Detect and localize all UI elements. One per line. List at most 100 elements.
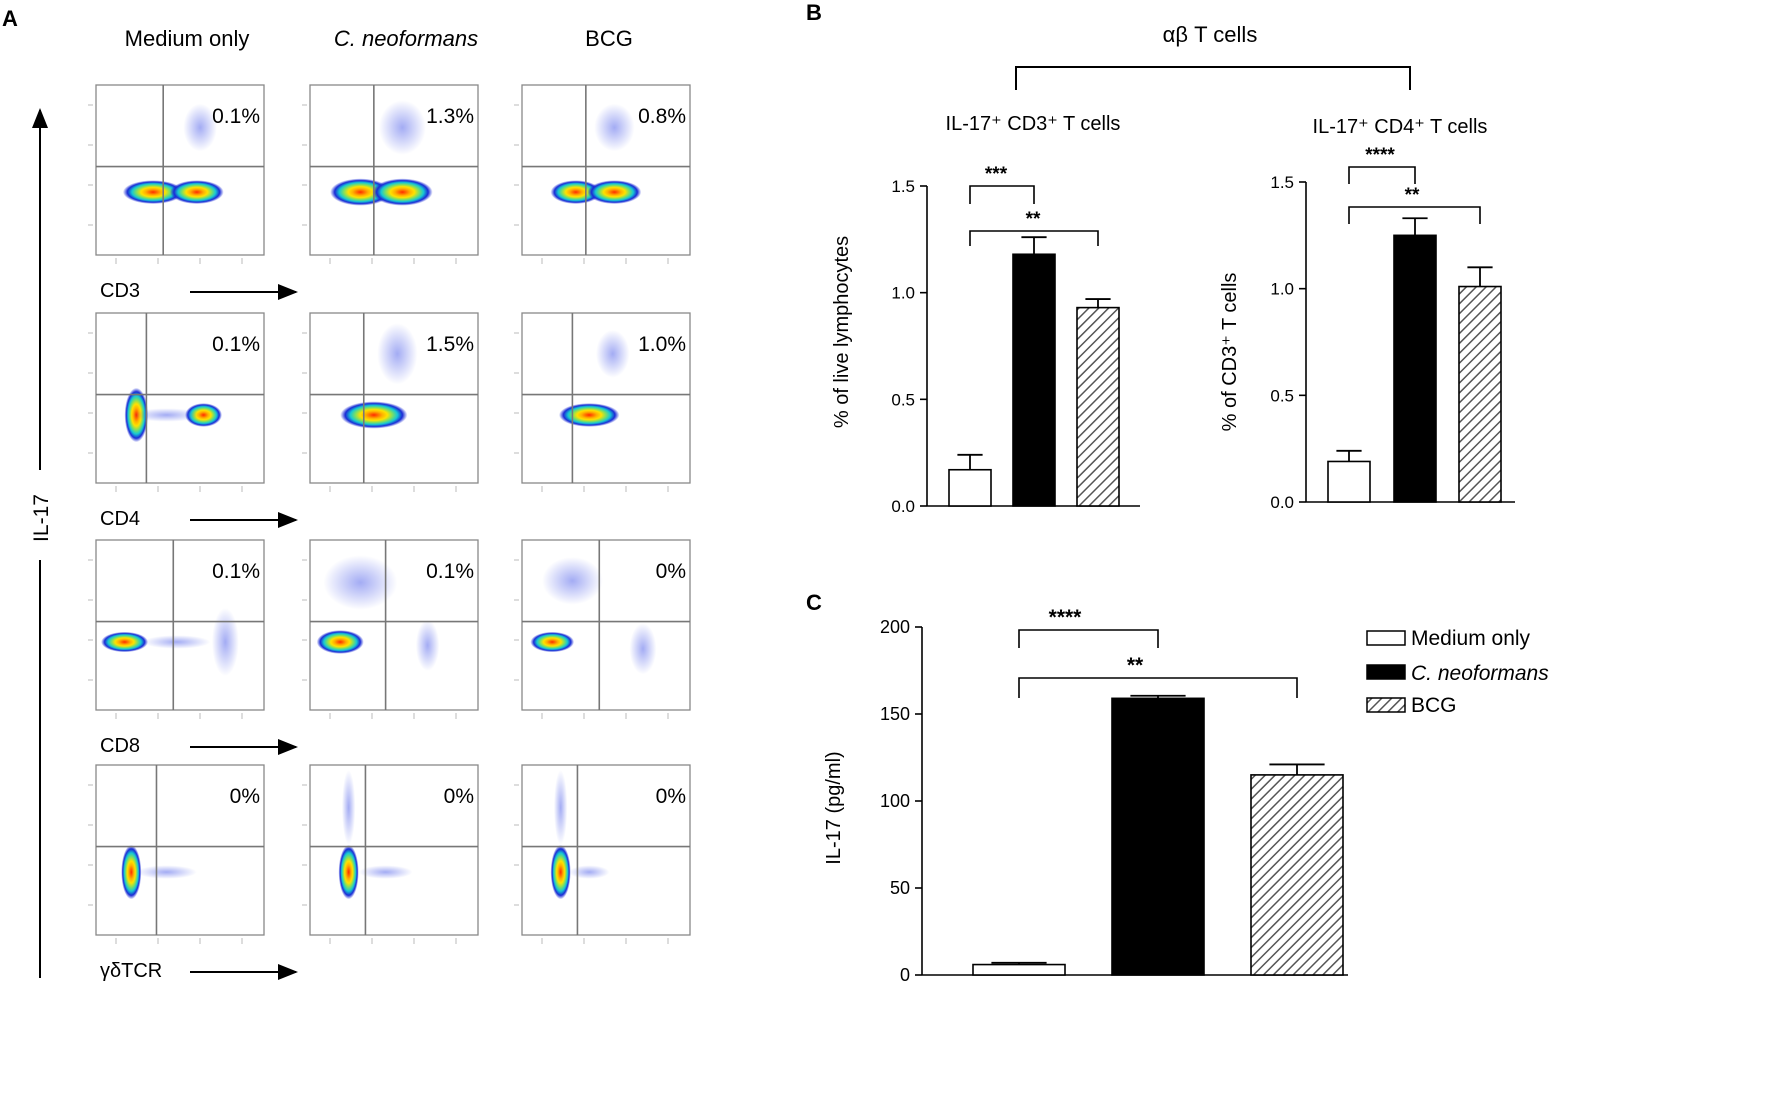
flow-plot-frame bbox=[309, 764, 479, 936]
legend-swatch-bcg bbox=[1366, 697, 1406, 713]
flow-population bbox=[183, 103, 217, 152]
flow-population bbox=[542, 557, 603, 605]
significance-bracket bbox=[1348, 166, 1416, 184]
flow-column-header-medium: Medium only bbox=[125, 26, 250, 51]
y-tick-label: 200 bbox=[880, 617, 910, 637]
flow-column-header-bcg: BCG bbox=[585, 26, 633, 51]
flow-population bbox=[330, 178, 391, 206]
significance-label: ** bbox=[1026, 209, 1041, 230]
y-tick-label: 0 bbox=[900, 965, 910, 985]
flow-quadrant-percent: 0.1% bbox=[212, 560, 260, 583]
flow-population bbox=[121, 844, 142, 900]
flow-population bbox=[550, 844, 571, 900]
flow-quadrant-percent: 1.0% bbox=[638, 333, 686, 356]
flow-quadrant-percent: 0% bbox=[656, 785, 686, 808]
flow-population bbox=[338, 844, 359, 900]
y-tick-label: 0.0 bbox=[1270, 493, 1294, 512]
panel-b-group-bracket bbox=[1015, 66, 1411, 90]
flow-population bbox=[377, 323, 418, 385]
flow-quadrant-percent: 1.3% bbox=[426, 105, 474, 128]
flow-population bbox=[211, 608, 239, 676]
panel-b-group-title: αβ T cells bbox=[1163, 22, 1258, 47]
flow-quadrant-percent: 0% bbox=[444, 785, 474, 808]
flow-quadrant-percent: 0.1% bbox=[212, 105, 260, 128]
flow-plot: 0% bbox=[302, 764, 479, 944]
bar bbox=[1327, 460, 1371, 503]
significance-label: ** bbox=[1127, 654, 1144, 677]
significance-bracket bbox=[1348, 206, 1481, 224]
flow-population bbox=[378, 100, 426, 155]
flow-population bbox=[358, 865, 413, 879]
flow-population bbox=[530, 631, 575, 653]
flow-plot: 0.8% bbox=[514, 84, 691, 264]
flow-plot: 0% bbox=[514, 539, 691, 719]
y-tick-label: 0.5 bbox=[1270, 386, 1294, 405]
flow-quadrant-percent: 0.8% bbox=[638, 105, 686, 128]
chart-title: IL-17⁺ CD4⁺ T cells bbox=[1313, 116, 1488, 138]
flow-population bbox=[143, 635, 211, 649]
legend-swatch-cneoformans bbox=[1366, 664, 1406, 680]
flow-quadrant-percent: 0.1% bbox=[212, 333, 260, 356]
significance-label: ** bbox=[1405, 185, 1420, 206]
legend-label-cneoformans: C. neoformans bbox=[1411, 662, 1549, 685]
flow-plot: 1.5% bbox=[302, 312, 479, 492]
y-tick-label: 1.5 bbox=[1270, 173, 1294, 192]
flow-population bbox=[594, 103, 635, 152]
flow-population bbox=[122, 180, 184, 205]
flow-population bbox=[587, 180, 642, 205]
bar bbox=[1393, 234, 1437, 503]
flow-plot: 1.3% bbox=[302, 84, 479, 264]
bar bbox=[1458, 285, 1502, 503]
flow-plot: 0.1% bbox=[88, 84, 265, 264]
flow-plot: 0.1% bbox=[302, 539, 479, 719]
flow-quadrant-percent: 1.5% bbox=[426, 333, 474, 356]
flow-x-marker-label: γδTCR bbox=[100, 960, 162, 982]
significance-bracket bbox=[969, 230, 1099, 246]
flow-x-marker-label: CD8 bbox=[100, 735, 140, 757]
significance-bracket bbox=[1018, 629, 1159, 648]
flow-plot: 0.1% bbox=[88, 539, 265, 719]
y-tick-label: 1.5 bbox=[891, 177, 915, 196]
significance-bracket bbox=[1018, 677, 1298, 698]
flow-quadrant-percent: 0.1% bbox=[426, 560, 474, 583]
flow-population bbox=[169, 180, 224, 205]
y-tick-label: 0.0 bbox=[891, 497, 915, 516]
flow-population bbox=[323, 555, 398, 610]
flow-plot: 1.0% bbox=[514, 312, 691, 492]
flow-population bbox=[415, 619, 440, 671]
flow-plot-grid: CD3 0.1% 1.3% 0.8% CD4 0.1% 1.5% 1.0% CD8 0.1% 0.1… bbox=[88, 84, 691, 982]
bar bbox=[972, 963, 1066, 976]
legend-label-bcg: BCG bbox=[1411, 694, 1457, 717]
chart-b-cd4: 0.0 0.5 1.0 1.5 % of CD3⁺ T cells IL-17⁺ CD4⁺… bbox=[1219, 116, 1515, 512]
il17-axis-label: IL-17 bbox=[30, 494, 53, 542]
flow-population bbox=[185, 403, 222, 427]
y-axis-label: IL-17 (pg/ml) bbox=[823, 751, 845, 864]
flow-population bbox=[341, 770, 356, 845]
flow-plot-frame bbox=[95, 312, 265, 484]
flow-population bbox=[595, 330, 630, 378]
y-tick-label: 1.0 bbox=[891, 284, 915, 303]
bar bbox=[1012, 253, 1056, 507]
flow-population bbox=[132, 408, 201, 422]
flow-plot-frame bbox=[95, 84, 265, 256]
flow-quadrant-percent: 0% bbox=[230, 785, 260, 808]
legend-label-medium: Medium only bbox=[1411, 627, 1531, 650]
flow-population bbox=[569, 865, 610, 879]
flow-population bbox=[550, 180, 601, 205]
panel-letter-a: A bbox=[2, 6, 18, 31]
flow-plot: 0% bbox=[514, 764, 691, 944]
significance-label: **** bbox=[1365, 145, 1395, 166]
bar bbox=[1250, 774, 1344, 976]
y-axis-label: % of CD3⁺ T cells bbox=[1219, 273, 1241, 432]
flow-population bbox=[558, 403, 620, 427]
chart-title: IL-17⁺ CD3⁺ T cells bbox=[946, 113, 1121, 135]
chart-b-cd3: 0.0 0.5 1.0 1.5 % of live lymphocytes IL-17⁺ … bbox=[831, 113, 1140, 516]
flow-population bbox=[101, 631, 149, 653]
flow-population bbox=[629, 623, 657, 675]
significance-label: **** bbox=[1049, 606, 1083, 629]
flow-plot: 0.1% bbox=[88, 312, 265, 492]
y-tick-label: 100 bbox=[880, 791, 910, 811]
flow-column-header-cneoformans: C. neoformans bbox=[334, 26, 478, 51]
